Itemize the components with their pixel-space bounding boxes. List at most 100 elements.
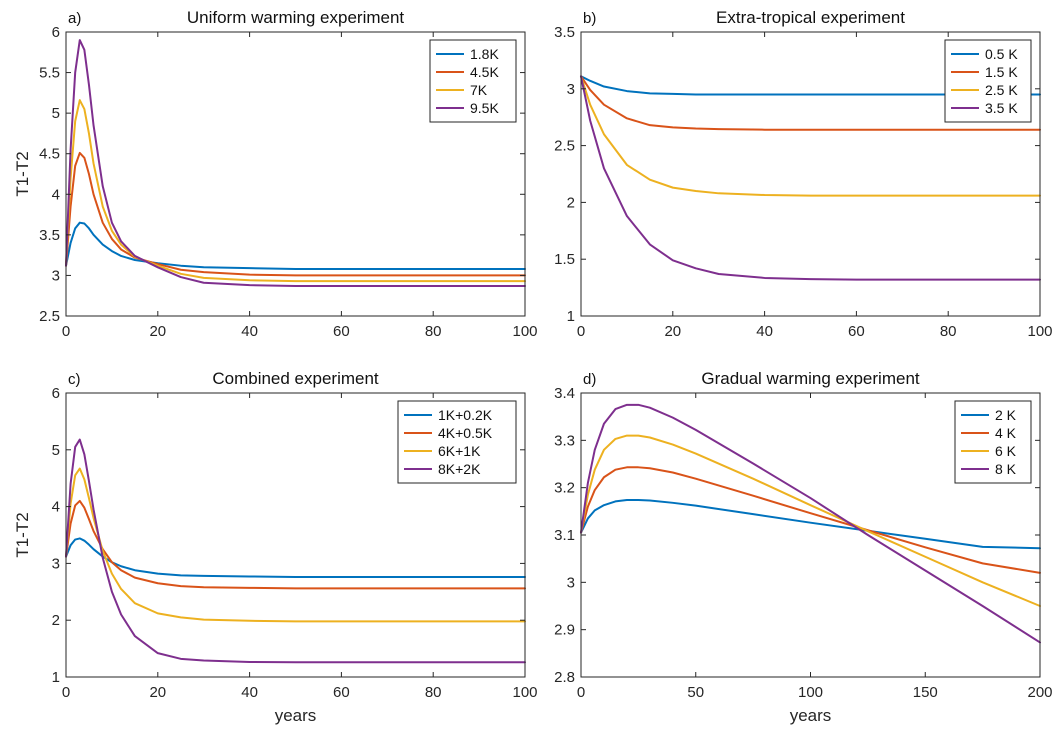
panel-label: c): [68, 371, 81, 388]
panel-2: 0 20 40 60 80 100 1 1.5 2 2.5 3 3.5 Extra-tropical e…: [554, 8, 1052, 340]
series-line-3: [580, 434, 1041, 607]
y-tick-label: 3.5: [39, 227, 60, 244]
y-tick-label: 1: [52, 669, 60, 686]
y-tick-label: 3: [52, 267, 60, 284]
series-line-3: [65, 467, 526, 623]
y-tick-label: 2.5: [39, 308, 60, 325]
legend-label: 2 K: [995, 407, 1017, 423]
legend-label: 9.5K: [470, 100, 499, 116]
series-line-4: [65, 39, 526, 287]
legend: 1.8K 4.5K 7K 9.5K: [429, 39, 517, 123]
axes-box: [65, 31, 526, 317]
y-tick-label: 1.5: [554, 251, 575, 268]
x-tick-label: 100: [512, 684, 537, 701]
x-tick-label: 100: [1027, 323, 1052, 340]
x-tick-label: 20: [664, 323, 681, 340]
y-tick-label: 3: [567, 574, 575, 591]
y-tick-label: 4: [52, 186, 60, 203]
panel-label: b): [583, 10, 596, 27]
series-line-1: [65, 537, 526, 579]
x-tick-label: 80: [425, 323, 442, 340]
y-axis-label: T1-T2: [13, 151, 32, 196]
x-tick-label: 20: [149, 684, 166, 701]
x-tick-label: 150: [913, 684, 938, 701]
y-tick-label: 3.5: [554, 24, 575, 41]
x-tick-label: 100: [798, 684, 823, 701]
series-line-1: [65, 221, 526, 270]
y-tick-label: 3: [567, 81, 575, 98]
x-tick-label: 50: [687, 684, 704, 701]
y-tick-label: 6: [52, 24, 60, 41]
series-line-4: [65, 438, 526, 664]
y-tick-label: 3.2: [554, 480, 575, 497]
y-tick-label: 5: [52, 105, 60, 122]
y-tick-label: 3: [52, 555, 60, 572]
y-tick-label: 2.5: [554, 138, 575, 155]
series-line-3: [65, 99, 526, 283]
y-tick-label: 2: [52, 612, 60, 629]
legend-label: 3.5 K: [985, 100, 1018, 116]
series-line-2: [65, 499, 526, 590]
x-tick-label: 80: [425, 684, 442, 701]
legend: 2 K 4 K 6 K 8 K: [954, 400, 1032, 484]
legend-label: 7K: [470, 82, 488, 98]
legend-label: 1K+0.2K: [438, 407, 493, 423]
legend-label: 1.5 K: [985, 64, 1018, 80]
series-line-4: [580, 75, 1041, 281]
legend-label: 8K+2K: [438, 461, 481, 477]
y-tick-label: 5.5: [39, 65, 60, 82]
y-tick-label: 3.1: [554, 527, 575, 544]
legend-label: 4K+0.5K: [438, 425, 493, 441]
y-tick-label: 4: [52, 499, 60, 516]
y-tick-label: 1: [567, 308, 575, 325]
legend-label: 4 K: [995, 425, 1017, 441]
y-tick-label: 6: [52, 385, 60, 402]
x-tick-label: 20: [149, 323, 166, 340]
y-tick-label: 5: [52, 442, 60, 459]
chart-title: Combined experiment: [212, 369, 379, 388]
legend-box: [954, 400, 1032, 484]
legend-label: 6 K: [995, 443, 1017, 459]
x-tick-label: 0: [62, 684, 70, 701]
x-tick-label: 60: [333, 684, 350, 701]
x-axis-label: years: [275, 706, 317, 725]
series-line-3: [580, 75, 1041, 197]
series-line-2: [580, 75, 1041, 131]
legend-label: 0.5 K: [985, 46, 1018, 62]
axes-box: [580, 31, 1041, 317]
axes-box: [65, 392, 526, 678]
x-tick-label: 60: [333, 323, 350, 340]
series-line-4: [580, 403, 1041, 644]
x-tick-label: 40: [756, 323, 773, 340]
legend-label: 4.5K: [470, 64, 499, 80]
x-tick-label: 40: [241, 323, 258, 340]
x-tick-label: 40: [241, 684, 258, 701]
y-tick-label: 3.4: [554, 385, 575, 402]
x-tick-label: 200: [1027, 684, 1052, 701]
panel-label: d): [583, 371, 596, 388]
y-tick-label: 3.3: [554, 432, 575, 449]
legend-label: 2.5 K: [985, 82, 1018, 98]
chart-title: Uniform warming experiment: [187, 8, 405, 27]
panel-label: a): [68, 10, 81, 27]
legend-label: 1.8K: [470, 46, 499, 62]
x-axis-label: years: [790, 706, 832, 725]
y-tick-label: 2.8: [554, 669, 575, 686]
series-line-2: [580, 466, 1041, 574]
panel-3: 0 20 40 60 80 100 1 2 3 4 5 6 Combined experiment c) y…: [13, 369, 538, 725]
x-tick-label: 80: [940, 323, 957, 340]
x-tick-label: 100: [512, 323, 537, 340]
legend: 0.5 K 1.5 K 2.5 K 3.5 K: [944, 39, 1032, 123]
chart-title: Gradual warming experiment: [701, 369, 920, 388]
series-line-1: [580, 498, 1041, 550]
chart-title: Extra-tropical experiment: [716, 8, 905, 27]
x-tick-label: 0: [577, 323, 585, 340]
x-tick-label: 0: [62, 323, 70, 340]
x-tick-label: 0: [577, 684, 585, 701]
y-tick-label: 4.5: [39, 146, 60, 163]
y-tick-label: 2.9: [554, 622, 575, 639]
panel-4: 0 50 100 150 200 2.8 2.9 3 3.1 3.2 3.3 3.4 Gradual w…: [554, 369, 1052, 725]
legend-label: 6K+1K: [438, 443, 481, 459]
y-axis-label: T1-T2: [13, 512, 32, 557]
